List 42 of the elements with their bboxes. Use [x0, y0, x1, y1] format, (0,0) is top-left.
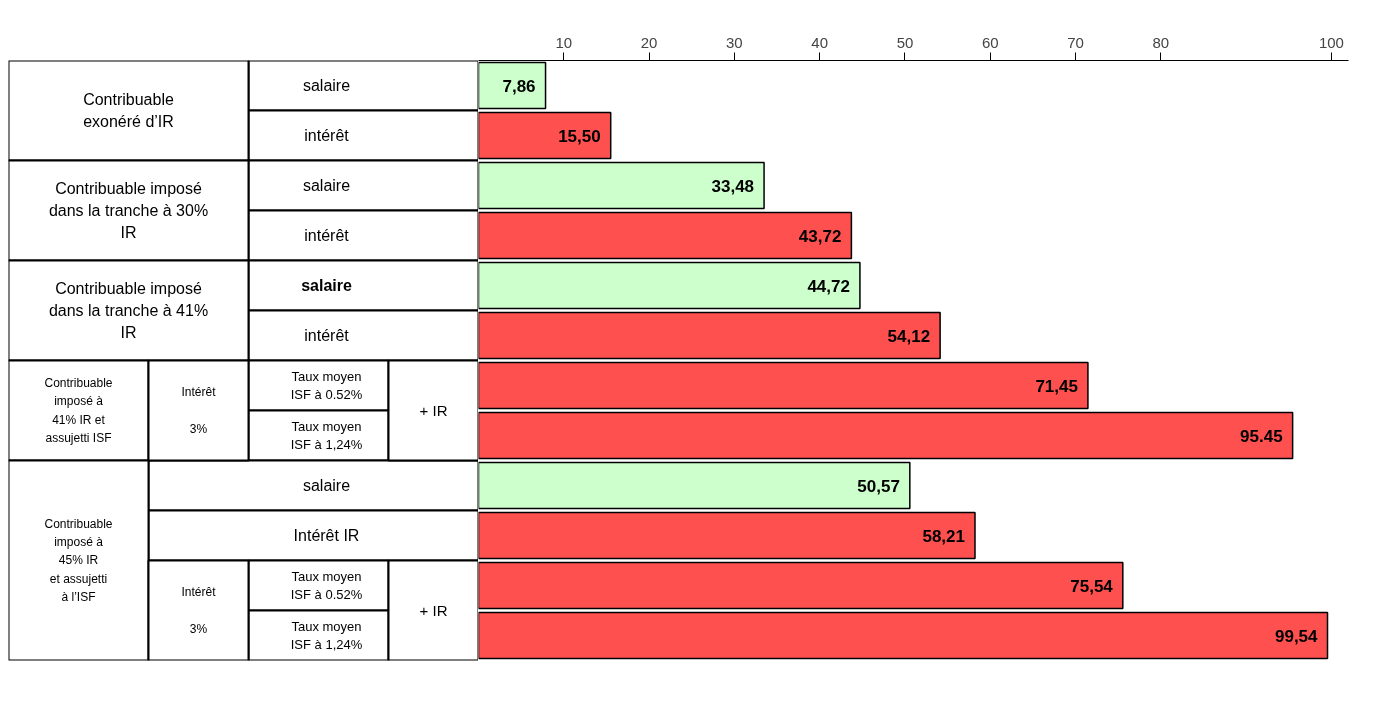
- y-tick-label: salaire: [302, 477, 351, 494]
- y-tick-label: intérêt: [304, 327, 350, 344]
- x-tick-label: 60: [981, 33, 999, 51]
- y-tick-label: Taux moyen ISF à 0.52%: [290, 569, 363, 602]
- x-tick-label: 100: [1318, 33, 1344, 51]
- y-tick-label: salaire: [301, 277, 352, 294]
- x-tick-label: 10: [555, 33, 573, 51]
- x-tick-label: 30: [726, 33, 743, 51]
- text: + IR: [419, 602, 448, 619]
- data-label: 54,12: [887, 326, 931, 346]
- y-tick-label: Taux moyen ISF à 1,24%: [290, 619, 363, 652]
- data-label: 7,86: [502, 76, 536, 96]
- text: Contribuable imposé à 41% IR et assujetti ISF: [44, 376, 113, 445]
- y-tick-label: Taux moyen ISF à 0.52%: [290, 369, 363, 402]
- x-tick-label: 50: [896, 33, 914, 51]
- text: Contribuable exonéré d’IR: [83, 90, 174, 131]
- text: Contribuable imposé à 45% IR et assujetti à l’ISF: [44, 517, 113, 604]
- data-label: 75,54: [1070, 576, 1114, 596]
- text: + IR: [419, 402, 448, 419]
- x-tick-label: 80: [1152, 33, 1170, 51]
- data-label: 71,45: [1035, 376, 1078, 396]
- y-tick-label: intérêt: [304, 227, 350, 244]
- y-tick-label: intérêt: [304, 127, 350, 144]
- data-label: 43,72: [798, 226, 842, 246]
- y-tick-label: salaire: [302, 77, 351, 94]
- data-label: 44,72: [807, 276, 850, 296]
- y-tick-label: Taux moyen ISF à 1,24%: [290, 419, 363, 452]
- x-tick-label: 70: [1067, 33, 1084, 51]
- text: Intérêt 3%: [181, 385, 216, 436]
- text: Intérêt 3%: [181, 585, 216, 636]
- data-label: 99,54: [1274, 626, 1319, 646]
- x-tick-label: 40: [811, 33, 829, 51]
- text: Contribuable imposé dans la tranche à 41% IR: [48, 279, 209, 342]
- data-label: 15,50: [558, 126, 601, 146]
- text: Contribuable imposé dans la tranche à 30% IR: [48, 179, 209, 242]
- data-label: 58,21: [922, 526, 965, 546]
- y-tick-label: Intérêt IR: [293, 527, 360, 544]
- y-tick-label: salaire: [302, 177, 351, 194]
- x-tick-label: 20: [640, 33, 658, 51]
- data-label: 95.45: [1240, 426, 1283, 446]
- data-label: 33,48: [711, 176, 755, 196]
- data-label: 50,57: [857, 476, 900, 496]
